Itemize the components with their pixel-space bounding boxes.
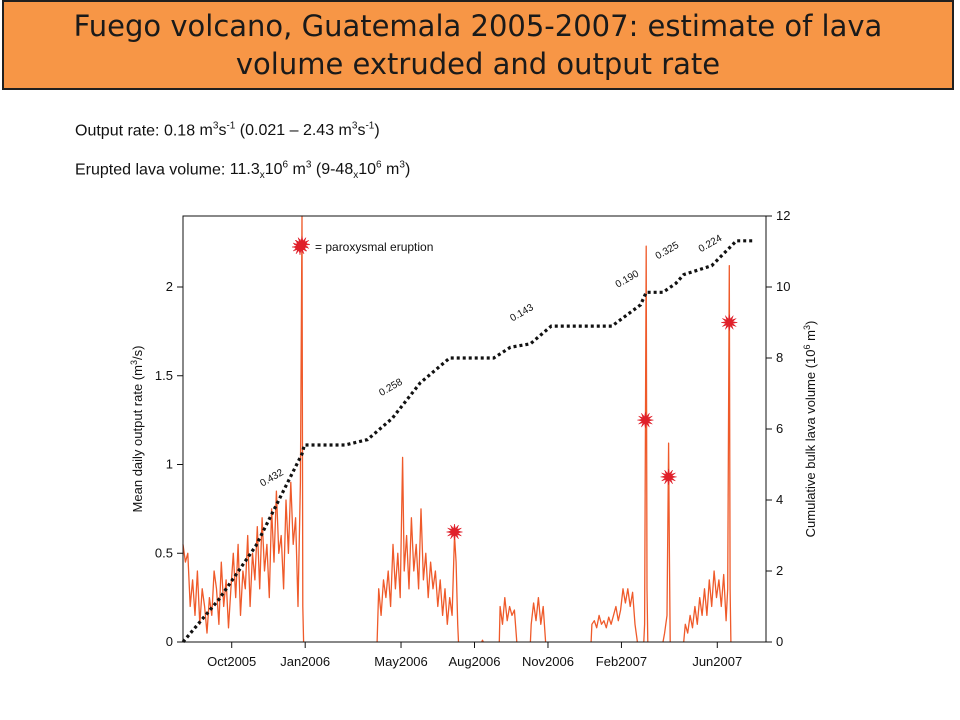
left-axis-label: Mean daily output rate (m3/s) [129,346,145,513]
rate-annotation: 0.325 [654,240,682,262]
axes-layer: 0 0.5 1 1.5 2 0 2 4 6 8 10 12 Oct2005 Jan2006 May2006 A… [155,208,791,669]
paroxysmal-eruption-marker [721,314,738,331]
x-axis-tick-label: May2006 [374,654,427,669]
x-axis-tick-label: Jun2007 [692,654,742,669]
left-axis-tick-label: 0.5 [155,545,173,560]
output-rate-value: 0.18 [163,122,196,140]
output-rate-range: (0.021 – 2.43 m3s-1) [239,121,380,140]
volume-label: Erupted lava volume: [75,161,226,179]
output-rate-series-segment [498,596,518,643]
right-axis-tick-label: 6 [776,421,783,436]
volume-value: 11.3x106 [229,160,289,182]
volume-range: (9-48x106 m3) [315,160,411,182]
right-axis-tick-label: 0 [776,634,783,649]
x-axis-tick-label: Jan2006 [280,654,330,669]
slide-title-line-2: volume extruded and output rate [235,47,721,81]
rate-annotation: 0.143 [508,302,536,324]
volume-unit: m3 [292,160,312,179]
paroxysmal-eruption-marker [637,412,654,429]
paroxysmal-eruption-marker [446,523,463,541]
right-axis-tick-label: 12 [776,208,790,223]
left-axis-tick-label: 1 [166,457,173,472]
volume-text: Erupted lava volume: 11.3x106 m3 (9-48x1… [75,160,410,182]
labels-layer: Mean daily output rate (m3/s) Cumulative… [129,240,818,537]
output-rate-series-segment [529,596,547,643]
right-axis-tick-label: 4 [776,492,783,507]
x-axis-tick-label: Oct2005 [207,654,256,669]
right-axis-tick-label: 10 [776,279,790,294]
legend-star-icon [291,238,309,256]
rate-annotation: 0.190 [614,268,642,290]
x-axis-tick-label: Feb2007 [596,654,647,669]
rate-annotation: 0.432 [258,467,286,489]
output-rate-series-segment [643,245,649,643]
output-rate-series-segment [590,588,639,643]
output-rate-unit: m3s-1 [199,121,236,140]
left-axis-tick-label: 2 [166,279,173,294]
output-rate-series-segment [481,639,484,643]
slide-title-banner: Fuego volcano, Guatemala 2005-2007: esti… [2,0,954,90]
slide-title-line-1: Fuego volcano, Guatemala 2005-2007: esti… [73,9,883,43]
series-layer: 0.432 0.258 0.143 0.190 0.325 0.224 [181,215,753,644]
output-rate-series-segment [182,215,305,643]
paroxysmal-eruption-marker [660,468,677,485]
right-axis-tick-label: 8 [776,350,783,365]
x-axis-tick-label: Aug2006 [448,654,500,669]
cumulative-volume-series [181,239,753,644]
right-axis-label: Cumulative bulk lava volume (106 m3) [802,321,818,538]
output-rate-text: Output rate: 0.18 m3s-1 (0.021 – 2.43 m3… [75,121,380,140]
output-rate-series-segment [662,442,671,643]
x-axis-tick-label: Nov2006 [522,654,574,669]
output-rate-label: Output rate: [75,122,160,140]
rate-annotation: 0.224 [697,233,725,255]
left-axis-tick-label: 1.5 [155,368,173,383]
legend-label: = paroxysmal eruption [315,240,433,254]
rate-annotation: 0.258 [377,377,405,399]
output-rate-series-segment [376,456,460,643]
right-axis-tick-label: 2 [776,563,783,578]
output-rate-series-segment [683,265,732,643]
left-axis-tick-label: 0 [166,634,173,649]
